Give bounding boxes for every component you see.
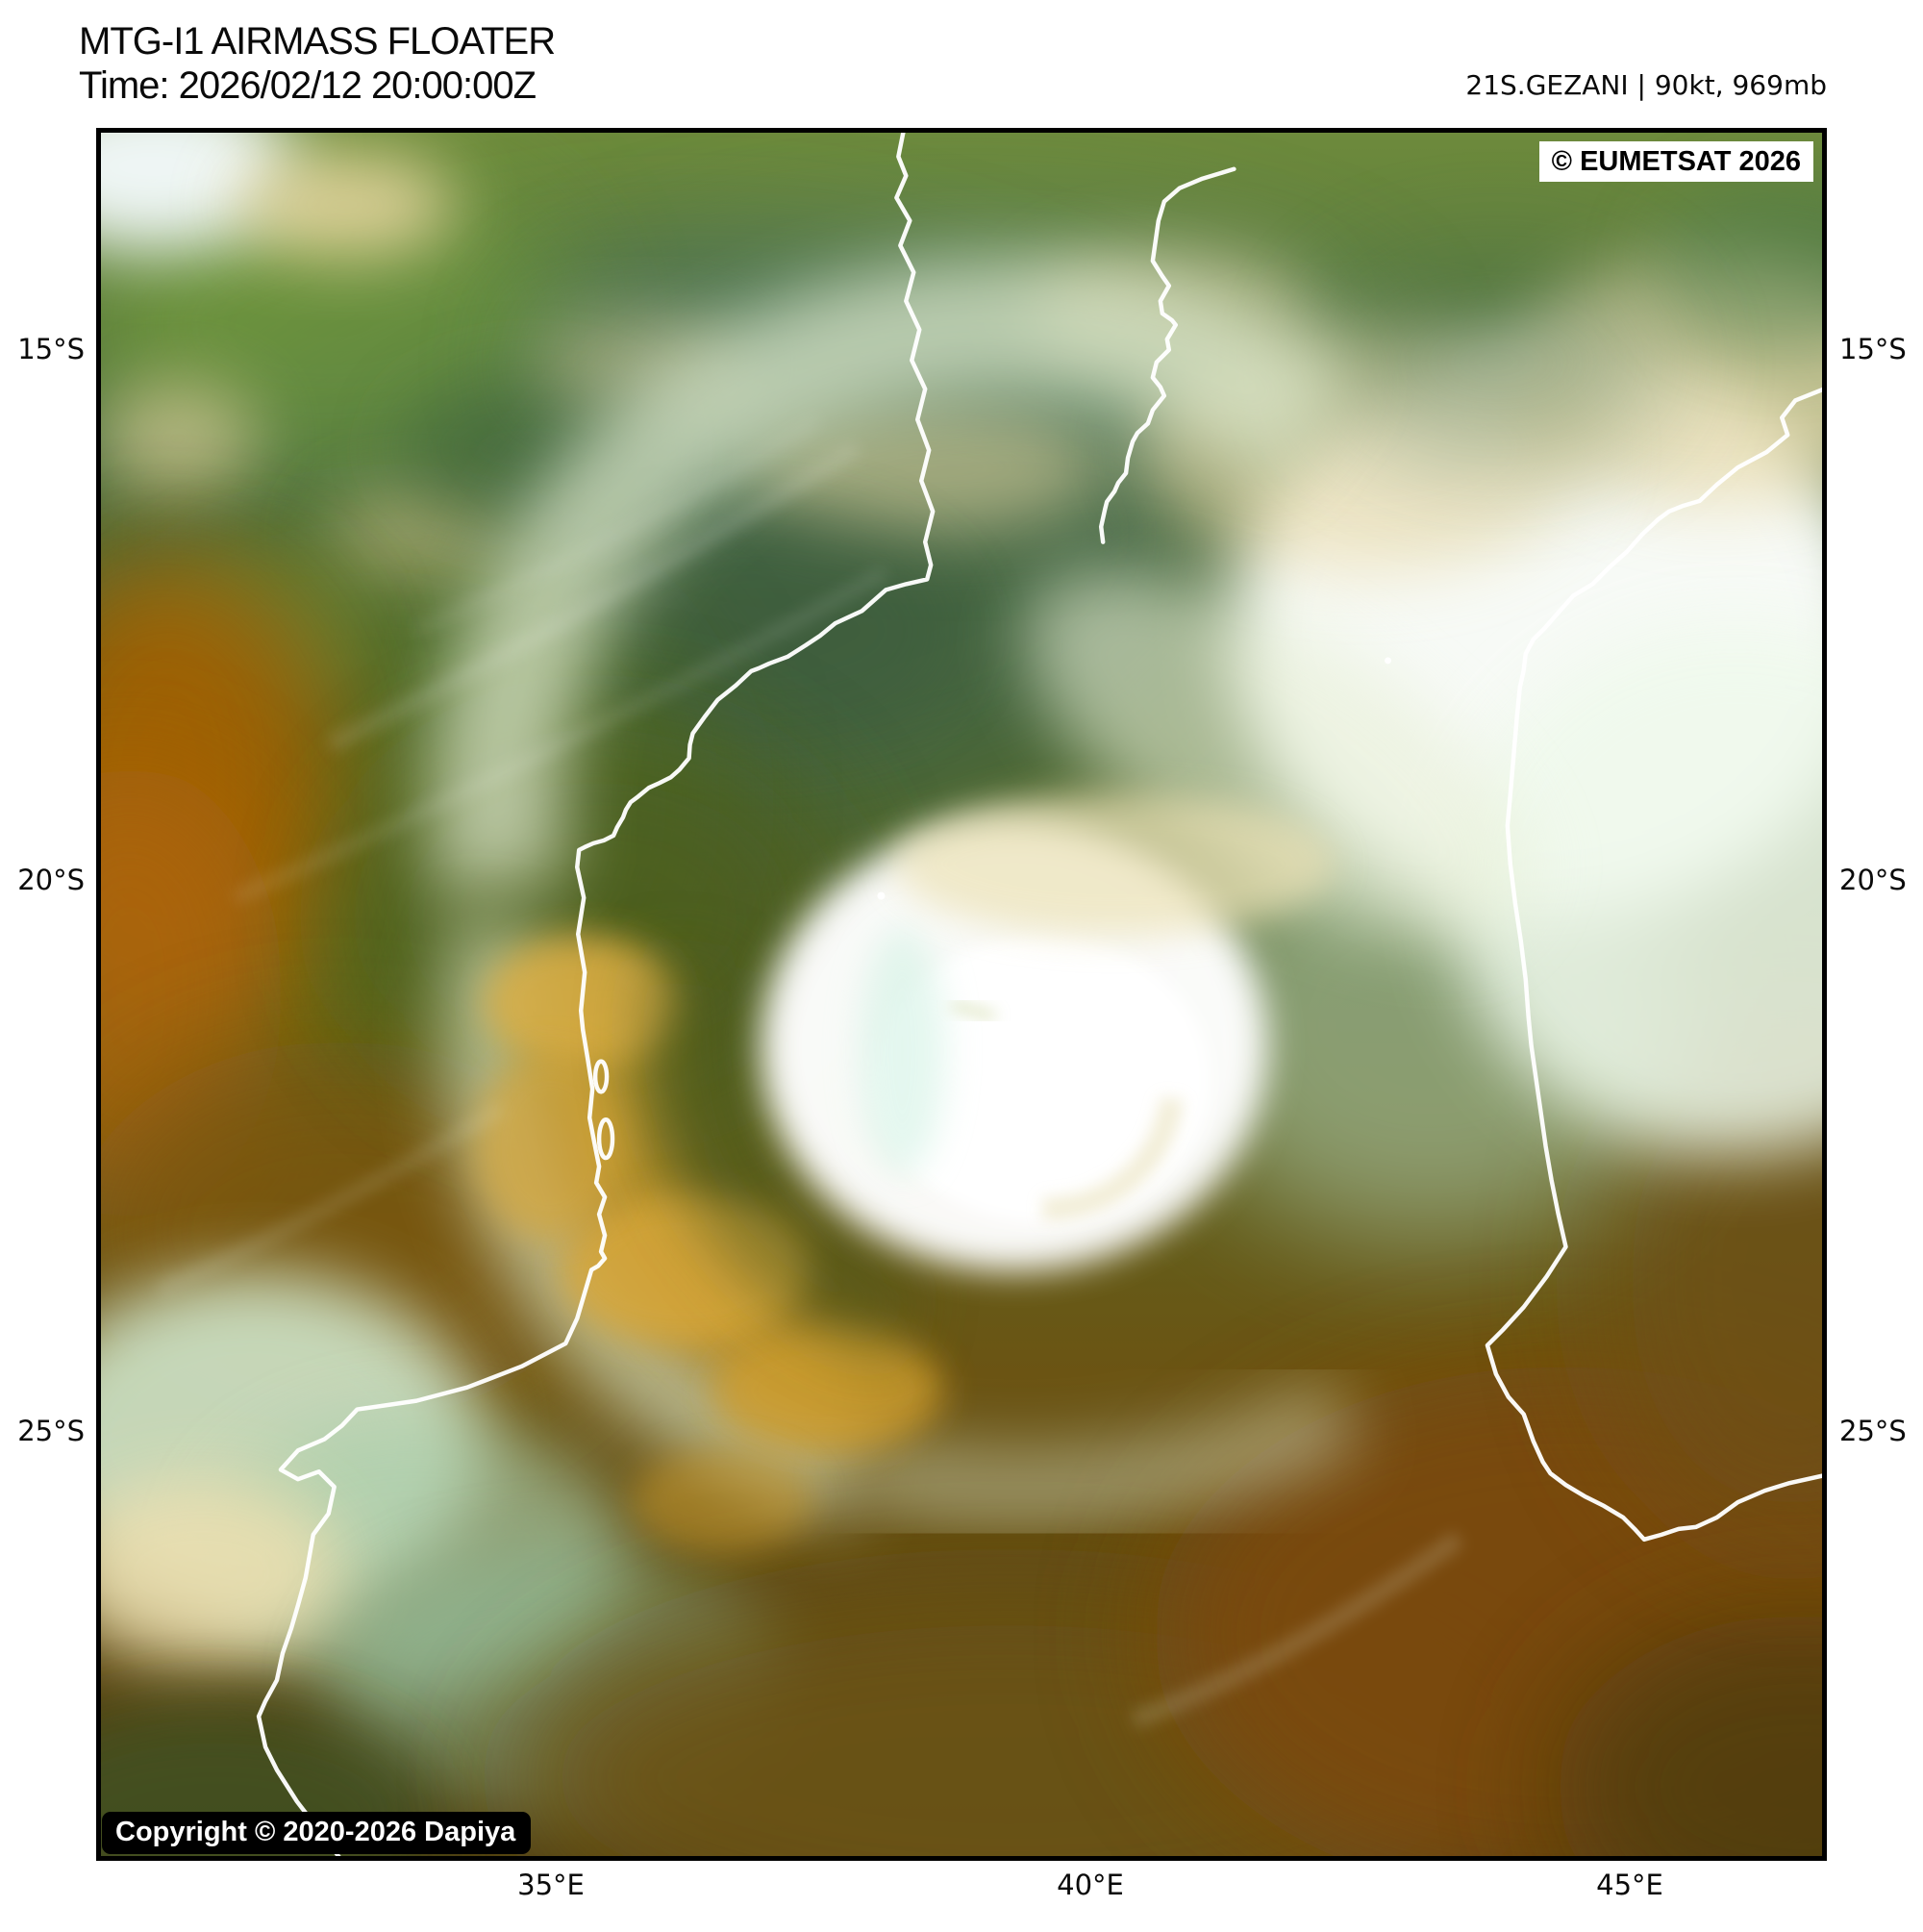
bright-speck <box>1385 657 1392 665</box>
coastline-island <box>596 1117 615 1161</box>
lat-label-left-15s: 15°S <box>17 333 85 365</box>
lat-label-left-25s: 25°S <box>17 1415 85 1447</box>
cirrus-streaks <box>155 415 1464 1729</box>
provider-badge: © EUMETSAT 2026 <box>1538 141 1813 182</box>
coastline-madagascar-northwest <box>1098 166 1236 544</box>
lon-label-40e: 40°E <box>1057 1869 1124 1901</box>
header: MTG-I1 AIRMASS FLOATER Time: 2026/02/12 … <box>79 19 556 108</box>
cyclone-eye-notch <box>950 1000 996 1021</box>
lon-label-35e: 35°E <box>517 1869 585 1901</box>
satellite-image <box>101 133 1822 1856</box>
lat-label-right-25s: 25°S <box>1839 1415 1907 1447</box>
storm-marker-dot <box>877 891 886 900</box>
cyclone <box>429 259 1530 1553</box>
lat-label-left-20s: 20°S <box>17 864 85 896</box>
map-frame: © EUMETSAT 2026 Copyright © 2020-2026 Da… <box>96 128 1827 1861</box>
coastline-mozambique <box>256 133 936 1856</box>
lon-label-45e: 45°E <box>1596 1869 1663 1901</box>
page-title: MTG-I1 AIRMASS FLOATER <box>79 20 556 63</box>
timestamp-label: Time: 2026/02/12 20:00:00Z <box>79 64 537 107</box>
coastline-island <box>592 1059 610 1094</box>
lat-label-right-15s: 15°S <box>1839 333 1907 365</box>
cyclone-outer-band <box>429 259 1356 899</box>
lat-label-right-20s: 20°S <box>1839 864 1907 896</box>
copyright-banner: Copyright © 2020-2026 Dapiya <box>102 1812 532 1854</box>
storm-info-label: 21S.GEZANI | 90kt, 969mb <box>1465 69 1827 101</box>
coastlines <box>256 133 1822 1856</box>
coastline-madagascar-west <box>1485 387 1822 1543</box>
